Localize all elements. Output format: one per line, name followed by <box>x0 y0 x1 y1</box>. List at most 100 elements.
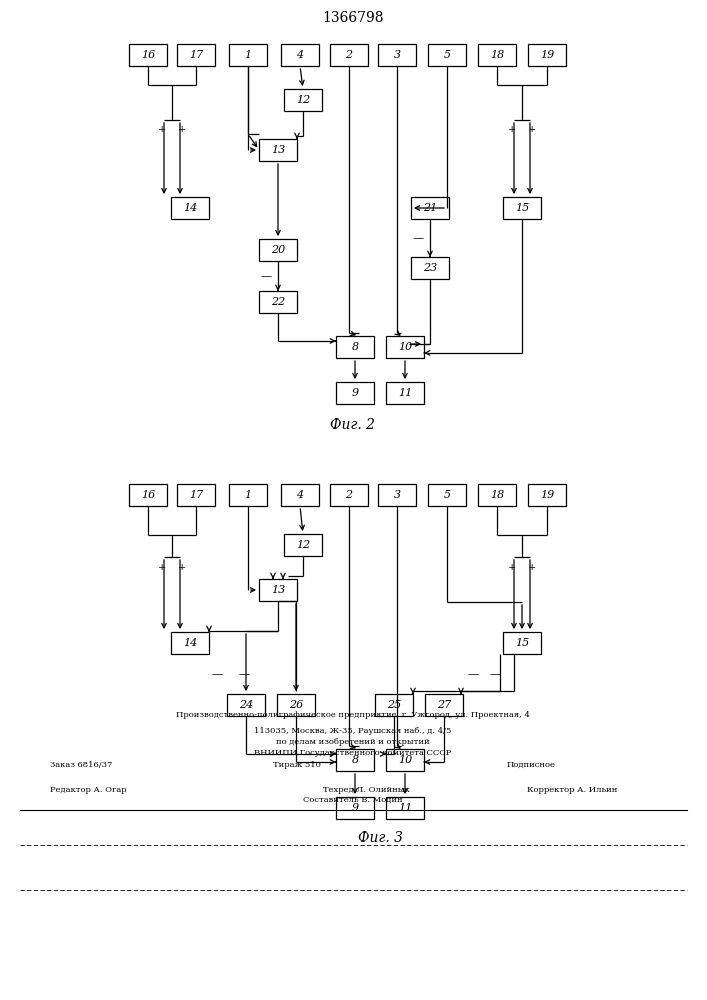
Text: 5: 5 <box>443 490 450 500</box>
Bar <box>227 694 265 716</box>
Bar <box>129 44 167 66</box>
Bar <box>425 694 463 716</box>
Bar <box>503 632 541 654</box>
Text: 8: 8 <box>351 755 358 765</box>
Text: 19: 19 <box>540 50 554 60</box>
Text: 113035, Москва, Ж-35, Раушская наб., д. 4/5: 113035, Москва, Ж-35, Раушская наб., д. … <box>255 727 452 735</box>
Text: 16: 16 <box>141 50 155 60</box>
Text: +: + <box>178 562 186 572</box>
Bar <box>284 89 322 111</box>
Text: 20: 20 <box>271 245 285 255</box>
Bar <box>259 291 297 313</box>
Text: 2: 2 <box>346 490 353 500</box>
Bar <box>171 197 209 219</box>
Bar <box>259 579 297 601</box>
Text: 10: 10 <box>398 342 412 352</box>
Bar <box>281 484 319 506</box>
Text: 11: 11 <box>398 803 412 813</box>
Text: +: + <box>528 562 536 572</box>
Bar <box>378 484 416 506</box>
Text: 13: 13 <box>271 145 285 155</box>
Text: +: + <box>158 562 166 572</box>
Text: Редактор А. Огар: Редактор А. Огар <box>50 786 127 794</box>
Text: Производственно-полиграфическое предприятие, г. Ужгород, ул. Проектная, 4: Производственно-полиграфическое предприя… <box>176 711 530 719</box>
Text: 21: 21 <box>423 203 437 213</box>
Bar <box>386 749 424 771</box>
Bar <box>386 336 424 358</box>
Text: —: — <box>211 669 223 679</box>
Bar <box>330 44 368 66</box>
Text: 4: 4 <box>296 490 303 500</box>
Bar <box>528 484 566 506</box>
Bar <box>428 484 466 506</box>
Text: Фиг. 3: Фиг. 3 <box>358 831 402 845</box>
Text: —: — <box>238 669 250 679</box>
Text: 27: 27 <box>437 700 451 710</box>
Text: Фиг. 2: Фиг. 2 <box>330 418 375 432</box>
Text: 3: 3 <box>393 50 401 60</box>
Text: —: — <box>260 271 271 281</box>
Bar <box>378 44 416 66</box>
Text: 1: 1 <box>245 490 252 500</box>
Bar <box>336 749 374 771</box>
Bar <box>229 44 267 66</box>
Bar <box>229 484 267 506</box>
Text: +: + <box>178 125 186 134</box>
Bar <box>336 382 374 404</box>
Text: 18: 18 <box>490 50 504 60</box>
Bar <box>411 197 449 219</box>
Bar <box>336 797 374 819</box>
Bar <box>277 694 315 716</box>
Bar <box>375 694 413 716</box>
Text: +: + <box>528 125 536 134</box>
Bar <box>428 44 466 66</box>
Bar <box>386 382 424 404</box>
Text: +: + <box>508 125 516 134</box>
Text: 17: 17 <box>189 490 203 500</box>
Bar <box>528 44 566 66</box>
Bar <box>281 44 319 66</box>
Text: 14: 14 <box>183 203 197 213</box>
Text: 15: 15 <box>515 638 529 648</box>
Text: —: — <box>412 233 423 243</box>
Text: +: + <box>158 125 166 134</box>
Bar <box>177 484 215 506</box>
Text: 2: 2 <box>346 50 353 60</box>
Text: 9: 9 <box>351 388 358 398</box>
Text: 9: 9 <box>351 803 358 813</box>
Text: 10: 10 <box>398 755 412 765</box>
Bar <box>411 257 449 279</box>
Bar <box>330 484 368 506</box>
Text: 24: 24 <box>239 700 253 710</box>
Text: Заказ 6816/37: Заказ 6816/37 <box>50 761 112 769</box>
Text: Корректор А. Ильин: Корректор А. Ильин <box>527 786 617 794</box>
Bar <box>129 484 167 506</box>
Text: Тираж 510: Тираж 510 <box>273 761 321 769</box>
Text: 1: 1 <box>245 50 252 60</box>
Text: 18: 18 <box>490 490 504 500</box>
Text: 11: 11 <box>398 388 412 398</box>
Text: 15: 15 <box>515 203 529 213</box>
Bar <box>386 797 424 819</box>
Bar <box>259 139 297 161</box>
Bar <box>478 484 516 506</box>
Text: 22: 22 <box>271 297 285 307</box>
Text: Составитель В. Модин: Составитель В. Модин <box>303 796 403 804</box>
Bar <box>503 197 541 219</box>
Text: +: + <box>508 562 516 572</box>
Text: 25: 25 <box>387 700 401 710</box>
Bar <box>177 44 215 66</box>
Bar <box>171 632 209 654</box>
Text: по делам изобретений и открытий: по делам изобретений и открытий <box>276 738 430 746</box>
Text: Подписное: Подписное <box>507 761 556 769</box>
Text: 23: 23 <box>423 263 437 273</box>
Text: Техред Л. Олийнык: Техред Л. Олийнык <box>323 786 410 794</box>
Text: 13: 13 <box>271 585 285 595</box>
Text: —: — <box>489 669 501 679</box>
Text: 17: 17 <box>189 50 203 60</box>
Text: 14: 14 <box>183 638 197 648</box>
Text: 26: 26 <box>289 700 303 710</box>
Text: 16: 16 <box>141 490 155 500</box>
Text: 3: 3 <box>393 490 401 500</box>
Bar <box>284 534 322 556</box>
